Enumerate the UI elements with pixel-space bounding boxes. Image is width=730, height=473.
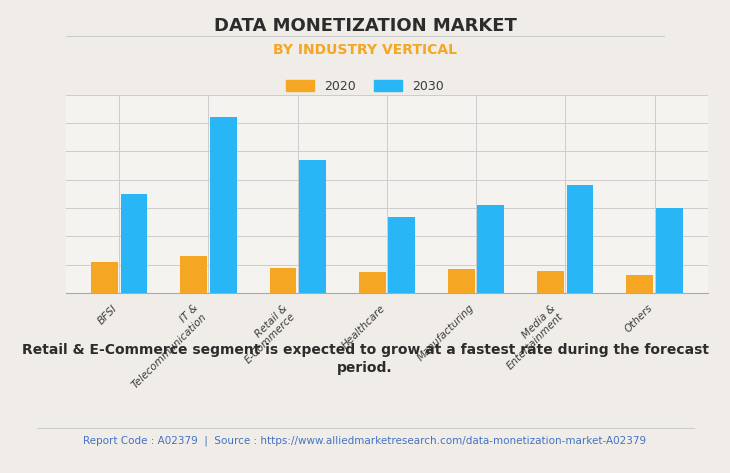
Bar [120, 194, 147, 293]
Bar [210, 117, 237, 293]
Bar [388, 217, 415, 293]
Bar [299, 160, 326, 293]
Bar [626, 274, 653, 293]
Bar [537, 271, 564, 293]
Bar [91, 262, 118, 293]
Bar [180, 256, 207, 293]
Text: Retail & E-Commerce segment is expected to grow at a fastest rate during the for: Retail & E-Commerce segment is expected … [21, 343, 709, 375]
Legend: 2020, 2030: 2020, 2030 [286, 79, 444, 93]
Text: DATA MONETIZATION MARKET: DATA MONETIZATION MARKET [214, 17, 516, 35]
Bar [477, 205, 504, 293]
Text: BY INDUSTRY VERTICAL: BY INDUSTRY VERTICAL [273, 43, 457, 57]
Bar [269, 268, 296, 293]
Bar [656, 208, 683, 293]
Bar [448, 270, 474, 293]
Text: Report Code : A02379  |  Source : https://www.alliedmarketresearch.com/data-mone: Report Code : A02379 | Source : https://… [83, 435, 647, 446]
Bar [359, 272, 385, 293]
Bar [566, 185, 593, 293]
